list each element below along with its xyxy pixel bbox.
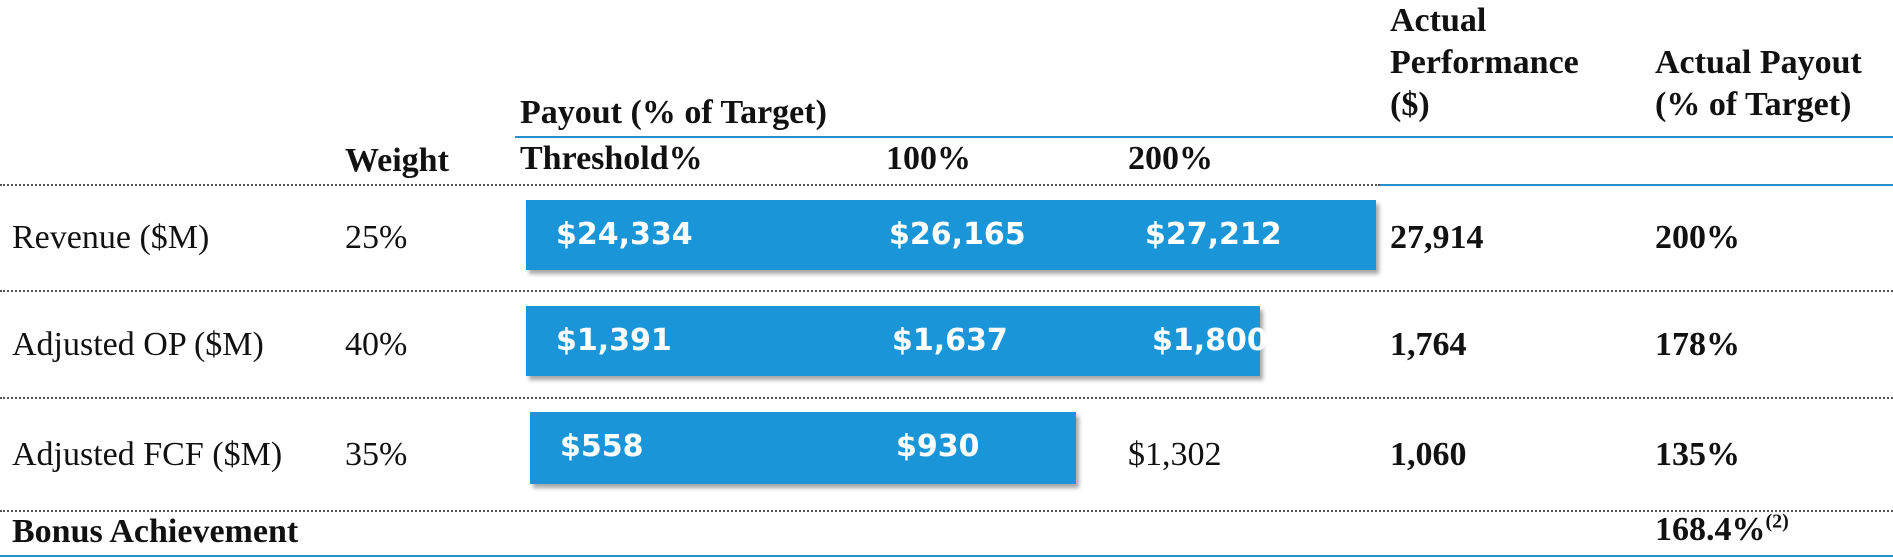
header-actual-performance-3: ($) (1390, 86, 1430, 123)
summary-label: Bonus Achievement (12, 513, 299, 550)
row-fcf-bar: $558 $930 (530, 412, 1076, 484)
row-op-weight: 40% (345, 326, 408, 363)
header-actual-payout-1: Actual Payout (1655, 44, 1862, 81)
header-actual-payout-2: (% of Target) (1655, 86, 1852, 123)
row-revenue-max: $27,212 (1145, 217, 1282, 252)
header-payout-rule (515, 136, 1893, 138)
row-revenue-payout: 200% (1655, 219, 1740, 256)
header-actual-performance-1: Actual (1390, 2, 1487, 39)
row-fcf-weight: 35% (345, 436, 408, 473)
row-op-rule (0, 397, 1893, 399)
row-op-payout: 178% (1655, 326, 1740, 363)
row-fcf-actual: 1,060 (1390, 436, 1467, 473)
row-revenue-target: $26,165 (889, 217, 1026, 252)
row-op-threshold: $1,391 (556, 323, 672, 358)
row-revenue-bar: $24,334 $26,165 $27,212 (526, 200, 1376, 270)
row-revenue-weight: 25% (345, 219, 408, 256)
header-payout-group: Payout (% of Target) (520, 94, 827, 131)
header-target: 100% (886, 140, 971, 177)
row-revenue-rule (0, 290, 1893, 292)
header-threshold: Threshold% (520, 140, 703, 177)
row-op-actual: 1,764 (1390, 326, 1467, 363)
summary-value-text: 168.4% (1655, 511, 1766, 548)
summary-bottom-rule (0, 555, 1893, 557)
header-max: 200% (1128, 140, 1213, 177)
row-fcf-metric: Adjusted FCF ($M) (12, 436, 283, 473)
row-fcf-max: $1,302 (1128, 436, 1222, 473)
header-bottom-rule-right (1380, 184, 1893, 186)
row-op-metric: Adjusted OP ($M) (12, 326, 264, 363)
row-fcf-payout: 135% (1655, 436, 1740, 473)
header-weight: Weight (345, 142, 449, 179)
summary-footnote: (2) (1765, 510, 1789, 533)
row-op-target: $1,637 (892, 323, 1008, 358)
row-revenue-actual: 27,914 (1390, 219, 1484, 256)
row-op-max: $1,800 (1152, 323, 1268, 358)
header-bottom-rule (0, 184, 1380, 186)
row-fcf-threshold: $558 (560, 429, 644, 464)
row-revenue-threshold: $24,334 (556, 217, 693, 252)
row-fcf-rule (0, 510, 1893, 512)
summary-value: 168.4%(2) (1655, 510, 1789, 550)
row-revenue-metric: Revenue ($M) (12, 219, 210, 256)
row-op-bar: $1,391 $1,637 $1,800 (526, 306, 1268, 376)
row-fcf-target: $930 (896, 429, 980, 464)
header-actual-performance-2: Performance (1390, 44, 1579, 81)
